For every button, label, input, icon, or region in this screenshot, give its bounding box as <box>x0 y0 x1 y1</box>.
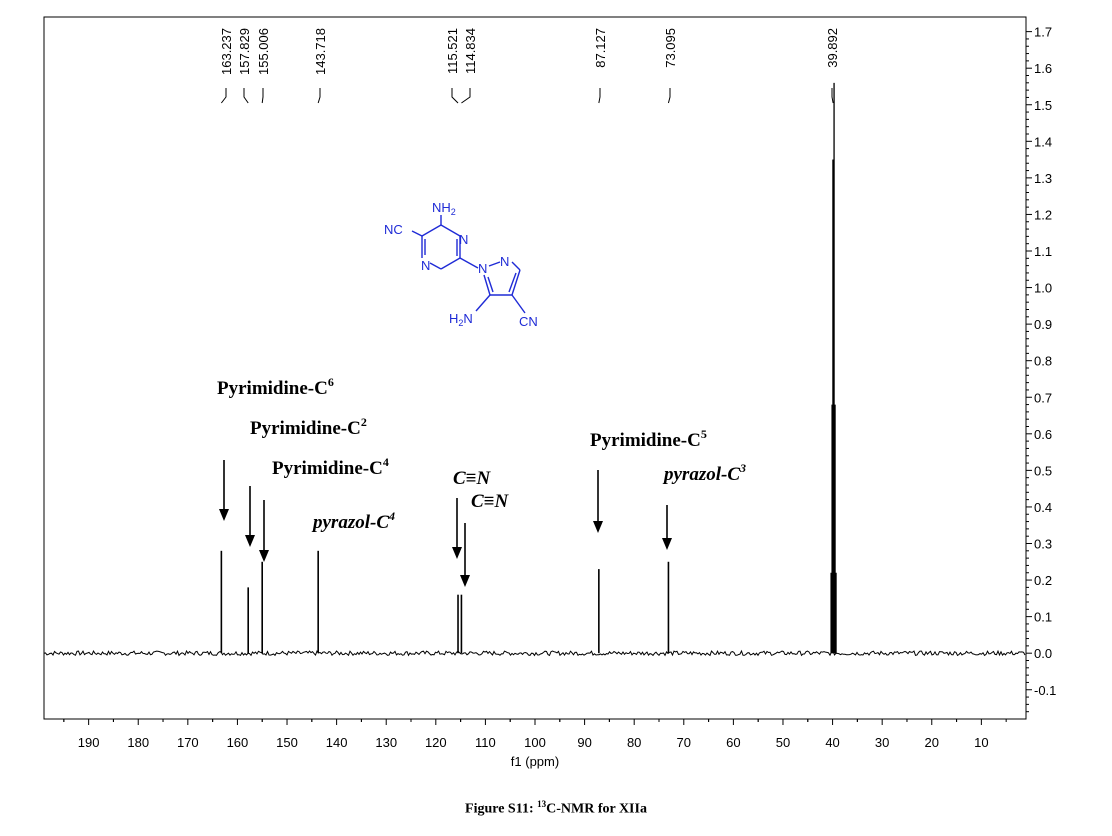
peak-label-leader <box>461 88 471 104</box>
x-tick-label: 110 <box>475 735 496 750</box>
annotation-label: pyrazol-C3 <box>662 461 746 485</box>
y-tick-label: 0.3 <box>1034 537 1052 552</box>
svg-text:N: N <box>459 232 468 247</box>
y-tick-label: 0.4 <box>1034 500 1052 515</box>
y-tick-label: 0.0 <box>1034 646 1052 661</box>
peak-label-157.829: 157.829 <box>237 28 252 75</box>
x-tick-label: 190 <box>78 735 100 750</box>
y-tick-label: 0.1 <box>1034 610 1052 625</box>
svg-text:NC: NC <box>384 222 403 237</box>
annotation-arrow-head <box>452 547 462 559</box>
annotation-label: C≡N <box>471 491 509 512</box>
spectrum-baseline <box>43 649 1026 657</box>
x-tick-label: 10 <box>974 735 988 750</box>
x-tick-label: 150 <box>276 735 298 750</box>
annotation-label: Pyrimidine-C2 <box>250 415 367 439</box>
spectrum-peaks <box>220 82 837 654</box>
y-tick-label: 0.9 <box>1034 317 1052 332</box>
annotation-arrow-head <box>662 538 672 550</box>
svg-text:CN: CN <box>519 314 538 329</box>
y-tick-label: 0.8 <box>1034 354 1052 369</box>
x-tick-label: 40 <box>825 735 839 750</box>
baseline-trace <box>43 649 1026 657</box>
x-tick-label: 180 <box>127 735 149 750</box>
annotation-arrow-head <box>593 521 603 533</box>
y-tick-label: 1.5 <box>1034 98 1052 113</box>
peak-label-leader <box>451 88 459 104</box>
x-tick-label: 160 <box>227 735 249 750</box>
y-tick-label: -0.1 <box>1034 683 1056 698</box>
y-tick-label: 0.7 <box>1034 390 1052 405</box>
y-tick-label: 1.4 <box>1034 134 1052 149</box>
peak-label-163.237: 163.237 <box>219 28 234 75</box>
y-tick-label: 0.6 <box>1034 427 1052 442</box>
y-tick-label: 1.2 <box>1034 207 1052 222</box>
figure-caption: Figure S11: 13C-NMR for XIIa <box>465 799 647 817</box>
y-tick-label: 1.6 <box>1034 61 1052 76</box>
svg-text:N: N <box>478 261 487 276</box>
peak-label-leader <box>261 88 264 104</box>
molecule-structure <box>411 215 526 314</box>
y-tick-label: 1.7 <box>1034 25 1052 40</box>
peak-label-87.127: 87.127 <box>593 28 608 68</box>
annotation-arrow-head <box>460 575 470 587</box>
y-tick-label: 1.3 <box>1034 171 1052 186</box>
annotation-arrow-head <box>259 550 269 562</box>
x-tick-label: 100 <box>524 735 546 750</box>
x-tick-label: 80 <box>627 735 641 750</box>
assignment-annotations: Pyrimidine-C6 Pyrimidine-C2 Pyrimidine-C4 p… <box>217 375 746 587</box>
annotation-label: C≡N <box>453 468 491 489</box>
peak-label-leader <box>317 88 321 104</box>
plot-frame <box>43 16 1027 720</box>
peak-label-155.006: 155.006 <box>256 28 271 75</box>
annotation-label: pyrazol-C4 <box>311 509 395 533</box>
peak-label-73.095: 73.095 <box>663 28 678 68</box>
x-tick-label: 20 <box>925 735 939 750</box>
peak-label-39.892: 39.892 <box>825 28 840 68</box>
y-tick-label: 0.2 <box>1034 573 1052 588</box>
x-tick-label: 130 <box>375 735 397 750</box>
peak-label-leader <box>220 88 227 104</box>
peak-label-leader <box>667 88 671 104</box>
y-axis-ticks: 1.7 1.6 1.5 1.4 1.3 1.2 1.1 1.0 0.9 0.8 0.7 0.6 0.5 0… <box>1026 25 1056 713</box>
peak-label-leader <box>831 88 834 104</box>
svg-text:NH2: NH2 <box>432 200 456 217</box>
x-tick-label: 120 <box>425 735 447 750</box>
x-tick-label: 60 <box>726 735 740 750</box>
y-tick-label: 0.5 <box>1034 463 1052 478</box>
x-tick-label: 140 <box>326 735 348 750</box>
peak-label-143.718: 143.718 <box>313 28 328 75</box>
svg-text:H2N: H2N <box>449 311 473 328</box>
peak-label-group: 163.237 157.829 155.006 143.718 115.521 114.8… <box>219 28 840 104</box>
x-tick-label: 170 <box>177 735 199 750</box>
x-tick-label: 70 <box>677 735 691 750</box>
x-axis-label: f1 (ppm) <box>511 754 559 769</box>
x-tick-label: 90 <box>577 735 591 750</box>
molecule-labels: NH2 NC N N N N H2N CN <box>384 200 538 329</box>
annotation-arrow-head <box>245 535 255 547</box>
svg-text:N: N <box>500 254 509 269</box>
peak-label-114.834: 114.834 <box>463 28 478 74</box>
peak-label-leader <box>243 88 249 104</box>
svg-text:N: N <box>421 258 430 273</box>
peak-label-115.521: 115.521 <box>445 28 460 74</box>
y-tick-label: 1.0 <box>1034 281 1052 296</box>
peak-label-leader <box>598 88 601 104</box>
annotation-label: Pyrimidine-C5 <box>590 427 707 451</box>
annotation-arrow-head <box>219 509 229 521</box>
annotation-label: Pyrimidine-C4 <box>272 455 389 479</box>
y-tick-label: 1.1 <box>1034 244 1052 259</box>
x-tick-label: 50 <box>776 735 790 750</box>
x-axis-ticks: 190 180 170 160 150 140 130 120 110 100 90 80 70 60 50… <box>63 719 1007 750</box>
x-tick-label: 30 <box>875 735 889 750</box>
annotation-label: Pyrimidine-C6 <box>217 375 334 399</box>
